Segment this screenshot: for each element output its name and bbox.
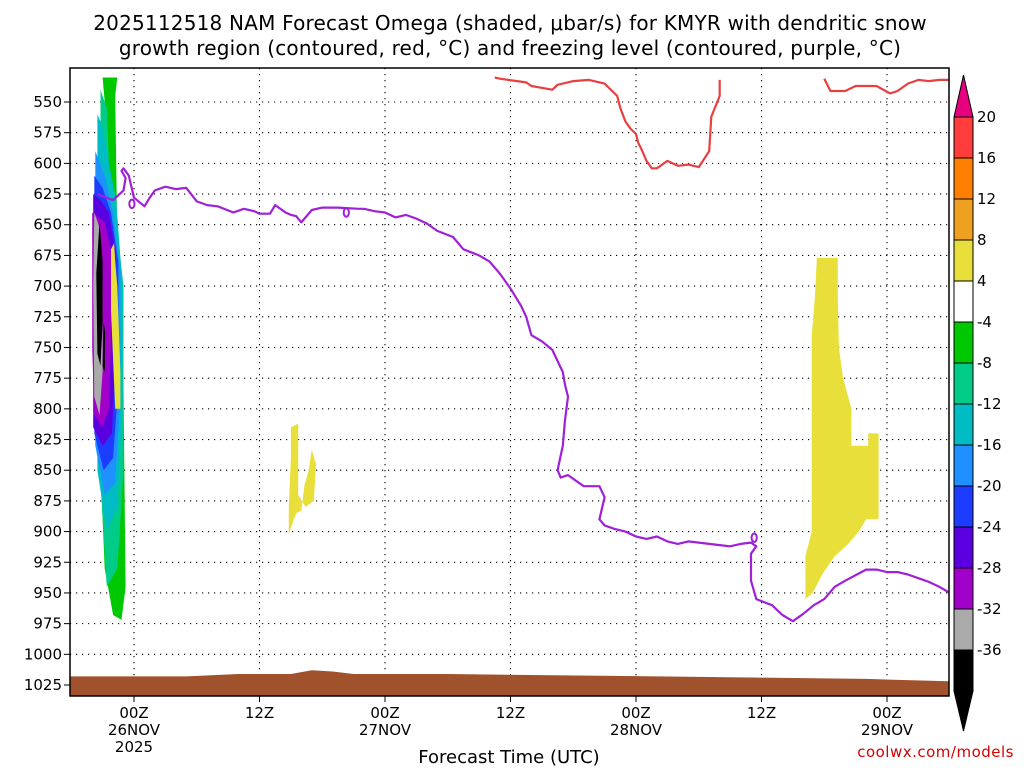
contour-zero-label — [128, 198, 136, 210]
x-tick-label: 26NOV — [108, 721, 161, 739]
colorbar-extend-bottom — [953, 690, 974, 732]
y-tick-label: 850 — [33, 461, 62, 479]
colorbar-swatch — [953, 116, 974, 159]
y-tick-label: 575 — [33, 124, 62, 142]
colorbar-label: -32 — [977, 600, 1002, 618]
plot-area — [69, 67, 950, 697]
colorbar-label: 20 — [977, 108, 996, 126]
terrain — [70, 670, 949, 696]
credit-text: coolwx.com/models — [857, 743, 1014, 761]
x-tick-label: 27NOV — [359, 721, 412, 739]
colorbar-label: 8 — [977, 231, 987, 249]
y-tick-label: 950 — [33, 584, 62, 602]
dendritic-contour-line — [494, 76, 721, 170]
chart-title-line1: 2025112518 NAM Forecast Omega (shaded, μ… — [93, 11, 927, 35]
colorbar-swatch — [953, 649, 974, 692]
y-tick-label: 800 — [33, 400, 62, 418]
omega-shading — [92, 77, 879, 620]
y-tick-label: 900 — [33, 523, 62, 541]
y-tick-label: 725 — [33, 308, 62, 326]
contours — [97, 76, 949, 623]
colorbar-label: -12 — [977, 395, 1002, 413]
y-tick-label: 550 — [33, 93, 62, 111]
colorbar-label: -28 — [977, 559, 1002, 577]
y-tick-label: 825 — [33, 431, 62, 449]
y-tick-label: 600 — [33, 154, 62, 172]
y-tick-label: 875 — [33, 492, 62, 510]
y-axis: 550 575 600 625 650 675 700 725 750 775 800 825 850 8… — [24, 93, 70, 694]
chart-title-line2: growth region (contoured, red, °C) and f… — [119, 36, 901, 60]
x-tick-label: 29NOV — [861, 721, 914, 739]
x-tick-label: 12Z — [496, 704, 525, 722]
x-tick-label: 12Z — [747, 704, 776, 722]
colorbar-label: -4 — [977, 313, 992, 331]
x-tick-label: 00Z — [621, 704, 650, 722]
colorbar-label: -36 — [977, 641, 1002, 659]
omega-region — [96, 222, 103, 366]
omega-region — [111, 243, 121, 409]
y-tick-label: 625 — [33, 185, 62, 203]
grid-lines — [70, 68, 949, 696]
contour-zero-label — [342, 207, 350, 218]
x-tick-label: 28NOV — [610, 721, 663, 739]
y-tick-label: 1025 — [24, 676, 62, 694]
x-axis-label: Forecast Time (UTC) — [418, 747, 599, 768]
colorbar-swatch — [953, 608, 974, 651]
colorbar-swatch — [953, 239, 974, 282]
colorbar-swatch — [953, 198, 974, 241]
colorbar-swatch — [953, 157, 974, 200]
omega-region — [805, 257, 879, 600]
y-tick-label: 675 — [33, 246, 62, 264]
colorbar-swatch — [953, 444, 974, 487]
colorbar-label: 16 — [977, 149, 996, 167]
colorbar-swatch — [953, 526, 974, 569]
y-tick-label: 750 — [33, 338, 62, 356]
dendritic-contour-line — [823, 78, 949, 95]
colorbar: 20 16 12 8 4 -4 -8 -12 -16 -20 -24 -28 -32 -36 — [953, 74, 1002, 732]
colorbar-swatch — [953, 485, 974, 528]
colorbar-label: 12 — [977, 190, 996, 208]
y-tick-label: 700 — [33, 277, 62, 295]
y-tick-label: 925 — [33, 553, 62, 571]
x-tick-label: 12Z — [245, 704, 274, 722]
y-tick-label: 650 — [33, 216, 62, 234]
colorbar-swatch — [953, 362, 974, 405]
colorbar-swatch — [953, 280, 974, 323]
omega-region — [104, 286, 111, 372]
terrain-fill — [70, 670, 949, 696]
contour-zero-label — [750, 532, 758, 543]
y-tick-label: 975 — [33, 615, 62, 633]
colorbar-swatch — [953, 567, 974, 610]
x-tick-label: 00Z — [119, 704, 148, 722]
colorbar-label: -16 — [977, 436, 1002, 454]
plot-frame — [69, 67, 950, 697]
colorbar-extend-top — [953, 74, 974, 118]
colorbar-label: -24 — [977, 518, 1002, 536]
colorbar-swatch — [953, 321, 974, 364]
y-tick-label: 1000 — [24, 645, 62, 663]
omega-region — [288, 423, 316, 534]
colorbar-label: -8 — [977, 354, 992, 372]
plot-background — [70, 68, 949, 696]
colorbar-label: 4 — [977, 272, 987, 290]
freezing-level-contour-line — [97, 167, 949, 623]
colorbar-label: -20 — [977, 477, 1002, 495]
colorbar-swatch — [953, 403, 974, 446]
x-tick-label: 00Z — [370, 704, 399, 722]
x-tick-label: 2025 — [115, 738, 153, 756]
x-tick-label: 00Z — [872, 704, 901, 722]
y-tick-label: 775 — [33, 369, 62, 387]
